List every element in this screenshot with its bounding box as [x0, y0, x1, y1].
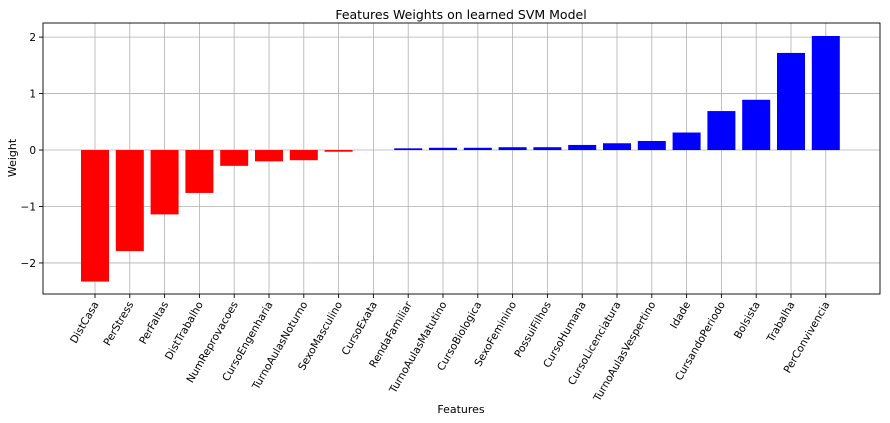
bar-Idade — [672, 132, 701, 151]
x-tick-label: CursoExata — [340, 300, 380, 358]
y-tick-label: 1 — [29, 89, 36, 101]
bar-Bolsista — [742, 99, 771, 151]
bar-CursandoPeriodo — [707, 111, 736, 151]
bars — [81, 35, 840, 282]
bar-PossuiFilhos — [533, 147, 562, 151]
bar-SexoMasculino — [324, 150, 353, 152]
bar-TurnoAulasNoturno — [289, 150, 318, 161]
y-tick-label: 0 — [29, 145, 36, 157]
bar-RendaFamiliar — [394, 148, 423, 151]
x-tick-label: DistCasa — [68, 300, 102, 346]
bar-PerFaltas — [150, 150, 179, 215]
bar-TurnoAulasVespertino — [637, 140, 666, 151]
x-axis-label: Features — [437, 403, 485, 416]
y-tick-label: 2 — [29, 32, 36, 44]
x-axis: DistCasa PerStress PerFaltasDistTrabalhoNu… — [68, 294, 832, 404]
bar-DistTrabalho — [185, 150, 214, 193]
grid — [43, 23, 880, 294]
y-tick-label: −2 — [21, 258, 36, 270]
bar-CursoBiologica — [463, 147, 492, 151]
bar-NumReprovacoes — [220, 150, 249, 166]
bar-DistCasa — [81, 150, 109, 282]
plot-frame — [42, 22, 881, 295]
bar-Trabalha — [777, 52, 805, 151]
bar-PerConvivencia — [811, 35, 840, 151]
bar-PerStress — [115, 150, 144, 252]
bar-CursoEngenharia — [255, 150, 283, 162]
bar-CursoHumana — [568, 144, 597, 151]
y-axis-label: Weight — [6, 138, 19, 177]
x-tick-label: TurnoAulasVespertino — [591, 300, 658, 405]
x-tick-label: Idade — [668, 300, 693, 331]
x-tick-label: Trabalha — [764, 300, 797, 346]
x-tick-label: Bolsista — [732, 300, 763, 341]
bar-SexoFeminino — [498, 147, 527, 151]
bar-TurnoAulasMatutino — [429, 147, 457, 151]
x-tick-label: PerStress — [101, 300, 136, 348]
x-tick-label: PerFaltas — [137, 300, 171, 347]
bar-CursoLicenciatura — [603, 143, 631, 151]
y-axis: −2 −1 0 1 2 — [21, 32, 43, 270]
chart-title: Features Weights on learned SVM Model — [335, 7, 586, 22]
y-tick-label: −1 — [21, 201, 36, 213]
